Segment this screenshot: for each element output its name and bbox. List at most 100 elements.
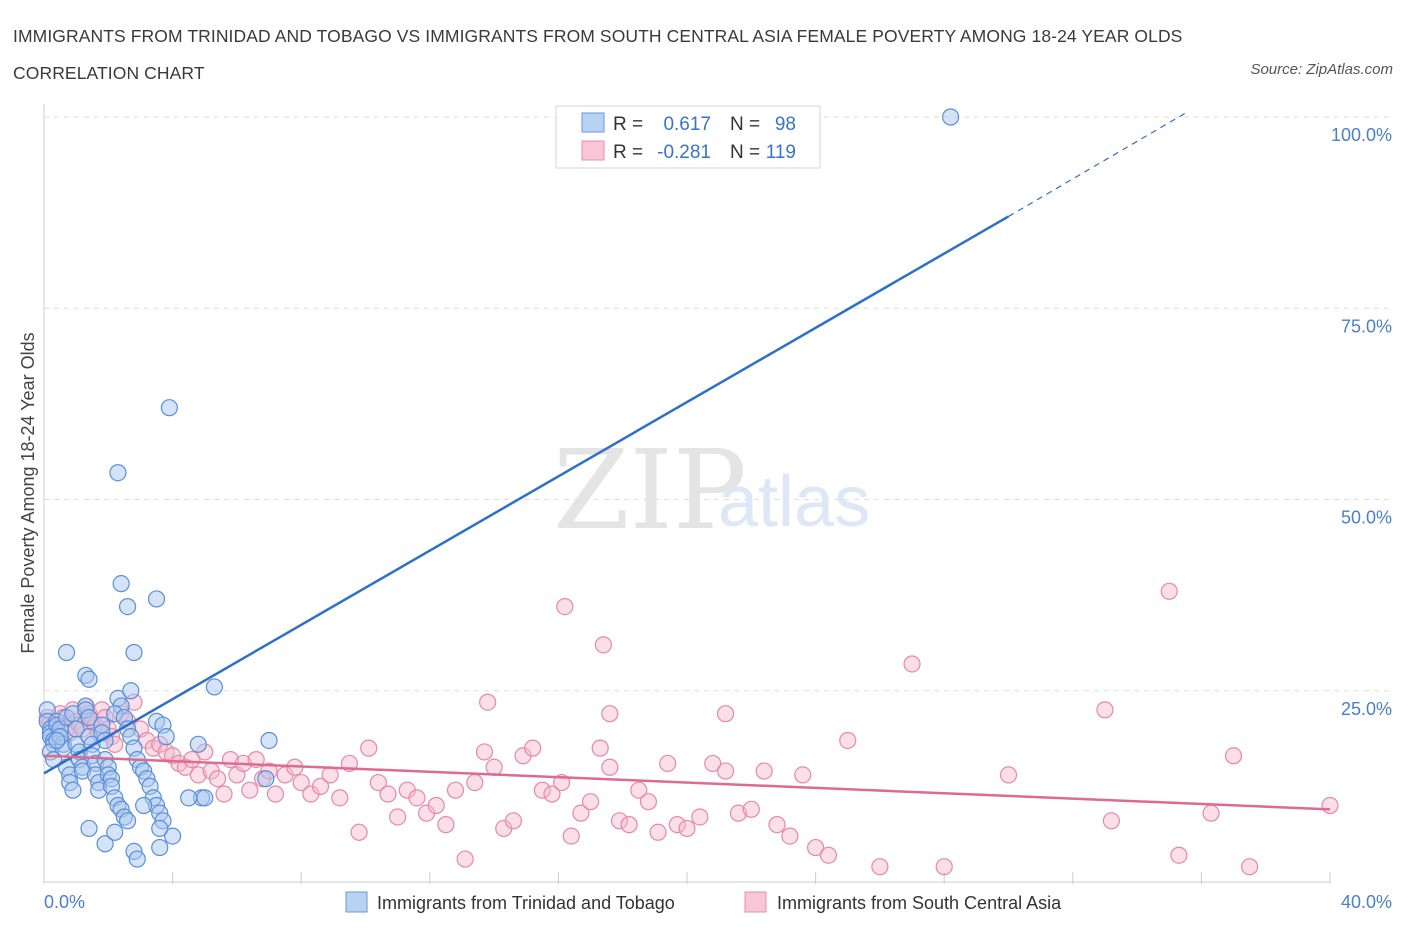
- point-south-central-asia: [479, 693, 497, 711]
- point-south-central-asia: [456, 850, 474, 868]
- point-south-central-asia: [543, 785, 561, 803]
- source-label: Source: ZipAtlas.com: [1250, 61, 1393, 78]
- point-south-central-asia: [1102, 812, 1120, 830]
- series-south-central-asia: [38, 582, 1339, 876]
- point-south-central-asia: [408, 789, 426, 807]
- point-south-central-asia: [466, 773, 484, 792]
- point-south-central-asia: [716, 762, 735, 780]
- point-south-central-asia: [704, 754, 722, 773]
- point-trinidad-tobago: [122, 682, 140, 700]
- y-tick-label: 25.0%: [1341, 699, 1392, 719]
- point-south-central-asia: [311, 777, 330, 795]
- point-south-central-asia: [504, 812, 522, 830]
- point-south-central-asia: [649, 823, 667, 841]
- point-south-central-asia: [781, 827, 799, 845]
- chart-title: IMMIGRANTS FROM TRINIDAD AND TOBAGO VS I…: [13, 26, 1183, 83]
- y-tick-label: 75.0%: [1341, 316, 1392, 336]
- point-south-central-asia: [639, 793, 658, 811]
- x-tick-label: 40.0%: [1341, 892, 1392, 912]
- point-south-central-asia: [1321, 796, 1339, 815]
- y-axis-title: Female Poverty Among 18-24 Year Olds: [18, 332, 38, 653]
- point-trinidad-tobago: [125, 643, 143, 662]
- x-tick-labels: 0.0% 40.0%: [44, 892, 1392, 912]
- point-south-central-asia: [691, 808, 709, 826]
- point-trinidad-tobago: [180, 789, 198, 807]
- stats-swatch-blue: [581, 112, 605, 133]
- point-south-central-asia: [610, 812, 629, 830]
- stats-r-value-2: -0.281: [657, 142, 711, 163]
- point-south-central-asia: [485, 758, 503, 776]
- y-tick-label: 50.0%: [1341, 508, 1392, 528]
- point-south-central-asia: [1160, 582, 1178, 600]
- point-trinidad-tobago: [189, 735, 207, 753]
- legend-swatch-pink: [744, 891, 767, 913]
- point-south-central-asia: [806, 838, 825, 857]
- stats-swatch-pink: [581, 140, 605, 161]
- point-trinidad-tobago: [151, 819, 169, 838]
- stats-n-label-1: N =: [730, 114, 760, 135]
- point-south-central-asia: [215, 785, 233, 803]
- point-south-central-asia: [427, 796, 445, 815]
- y-tick-label: 100.0%: [1331, 125, 1392, 145]
- trend-line-trinidad-tobago: [43, 215, 1010, 775]
- stats-r-label-1: R =: [613, 114, 643, 135]
- point-south-central-asia: [594, 636, 613, 654]
- point-south-central-asia: [1202, 804, 1220, 822]
- point-trinidad-tobago: [257, 770, 275, 788]
- point-south-central-asia: [389, 808, 407, 826]
- point-south-central-asia: [601, 705, 619, 723]
- y-tick-labels: 25.0% 50.0% 75.0% 100.0%: [1331, 125, 1392, 719]
- point-south-central-asia: [572, 804, 590, 822]
- point-south-central-asia: [668, 816, 686, 834]
- point-south-central-asia: [716, 705, 735, 723]
- point-south-central-asia: [729, 804, 748, 822]
- point-trinidad-tobago: [160, 399, 178, 417]
- point-south-central-asia: [935, 858, 953, 876]
- point-trinidad-tobago: [80, 708, 98, 727]
- point-south-central-asia: [331, 789, 349, 807]
- watermark-zip: ZIP: [553, 426, 747, 554]
- watermark: ZIP atlas: [553, 426, 870, 554]
- point-trinidad-tobago: [147, 590, 166, 608]
- trend-lines: [43, 112, 1331, 811]
- point-south-central-asia: [437, 816, 455, 834]
- point-south-central-asia: [1224, 747, 1243, 765]
- point-south-central-asia: [241, 781, 259, 799]
- point-south-central-asia: [360, 739, 378, 757]
- point-south-central-asia: [562, 827, 580, 845]
- stats-n-value-2: 119: [766, 142, 796, 163]
- grid: [44, 116, 1392, 692]
- point-south-central-asia: [999, 766, 1018, 784]
- point-trinidad-tobago: [118, 812, 137, 830]
- point-south-central-asia: [189, 766, 207, 784]
- point-trinidad-tobago: [64, 781, 82, 799]
- point-south-central-asia: [266, 785, 285, 803]
- point-south-central-asia: [446, 781, 465, 799]
- point-south-central-asia: [659, 754, 677, 773]
- point-trinidad-tobago: [109, 464, 127, 482]
- point-south-central-asia: [794, 766, 812, 784]
- point-south-central-asia: [321, 766, 339, 784]
- point-south-central-asia: [1096, 701, 1114, 719]
- point-south-central-asia: [209, 770, 227, 788]
- x-ticks: [43, 872, 1331, 884]
- point-trinidad-tobago: [48, 731, 66, 750]
- point-south-central-asia: [630, 781, 648, 799]
- series-trinidad-tobago: [38, 108, 960, 868]
- point-south-central-asia: [524, 739, 542, 757]
- point-south-central-asia: [768, 816, 786, 834]
- point-trinidad-tobago: [164, 827, 182, 845]
- point-trinidad-tobago: [112, 575, 130, 593]
- point-south-central-asia: [183, 750, 201, 769]
- point-trinidad-tobago: [96, 835, 114, 853]
- point-trinidad-tobago: [57, 643, 76, 662]
- x-tick-label: 0.0%: [44, 892, 85, 912]
- point-south-central-asia: [475, 743, 494, 761]
- legend-label-south-central-asia: Immigrants from South Central Asia: [777, 893, 1062, 913]
- point-trinidad-tobago: [106, 823, 124, 841]
- legend-label-trinidad-tobago: Immigrants from Trinidad and Tobago: [377, 893, 675, 913]
- trend-line-extension: [1008, 112, 1186, 217]
- stats-r-value-1: 0.617: [663, 114, 711, 135]
- point-trinidad-tobago: [80, 670, 98, 688]
- point-south-central-asia: [755, 762, 773, 780]
